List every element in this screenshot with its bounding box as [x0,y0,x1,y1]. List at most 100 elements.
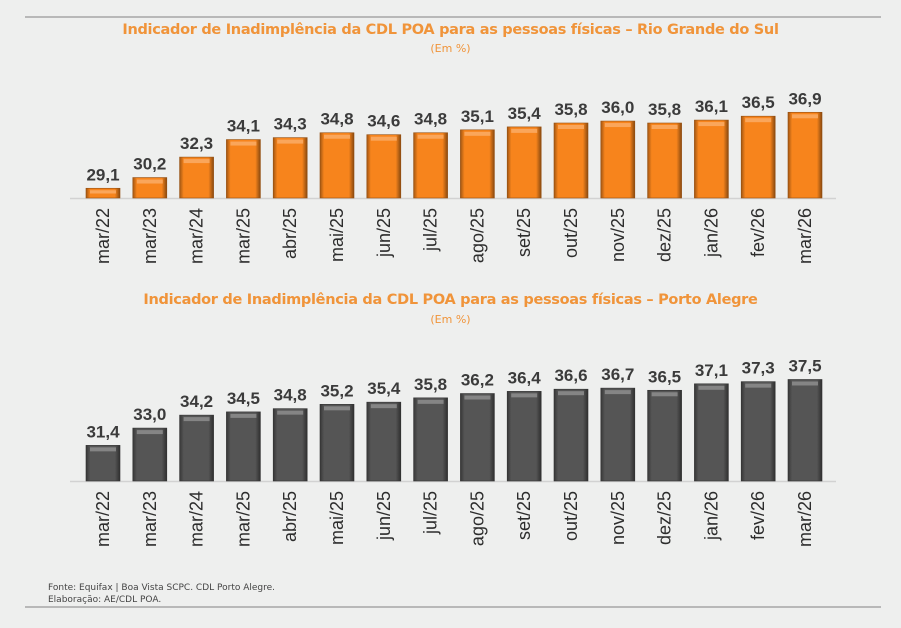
bar-fev-26 [740,115,776,199]
chart-title-poa: Indicador de Inadimplência da CDL POA pa… [143,292,758,308]
x-tick-label: fev/26 [748,491,768,540]
x-tick-label: mar/23 [140,208,160,264]
bar-dez-25 [647,389,682,482]
x-tick-label: jul/25 [421,491,441,535]
x-tick-label: dez/25 [655,491,675,545]
x-tick-label: ago/25 [467,208,487,263]
value-label: 36,6 [554,366,587,385]
value-label: 32,3 [180,134,213,153]
value-label: 36,5 [742,93,775,112]
x-tick-label: set/25 [514,208,534,257]
bar-jul-25 [413,132,448,199]
bar-jan-26 [694,383,729,482]
x-tick-label: fev/26 [748,208,768,257]
x-tick-label: out/25 [561,491,581,541]
source-note: Fonte: Equifax | Boa Vista SCPC. CDL Por… [48,583,276,593]
bar-ago-25 [460,129,495,199]
bar-jun-25 [366,401,402,482]
x-tick-label: jan/26 [701,491,721,541]
bar-nov-25 [600,387,636,482]
bar-dez-25 [647,122,682,199]
value-label: 36,7 [601,365,634,384]
bar-mai-25 [319,132,355,199]
chart-subtitle-poa: (Em %) [430,313,471,326]
bar-jan-26 [694,119,729,199]
value-label: 31,4 [86,422,120,441]
chart-subtitle-rs: (Em %) [430,42,471,55]
top-rule [25,16,881,18]
value-label: 36,9 [788,89,821,108]
value-label: 34,8 [274,386,307,405]
value-label: 35,1 [461,107,494,126]
value-label: 36,0 [601,98,634,117]
value-label: 35,4 [367,379,401,398]
bar-out-25 [553,122,589,199]
x-tick-label: mar/26 [795,208,815,264]
chart-title-rs: Indicador de Inadimplência da CDL POA pa… [122,22,779,38]
bar-mar-26 [787,111,823,199]
bar-mar-23 [132,177,168,199]
value-label: 37,1 [695,361,728,380]
bar-ago-25 [460,393,495,482]
x-tick-label: abr/25 [280,208,300,259]
x-tick-label: out/25 [561,208,581,258]
x-tick-label: ago/25 [467,491,487,546]
x-tick-label: set/25 [514,491,534,540]
bottom-rule [25,606,881,608]
bar-jun-25 [366,134,402,199]
value-label: 34,8 [414,110,447,129]
bar-fev-26 [740,381,776,482]
value-label: 37,3 [742,359,775,378]
bar-mar-22 [85,445,121,482]
x-tick-label: mar/22 [93,208,113,264]
x-tick-label: mar/25 [233,208,253,264]
value-label: 35,8 [554,100,587,119]
value-label: 29,1 [86,165,119,184]
x-tick-label: abr/25 [280,491,300,542]
x-tick-label: mai/25 [327,208,347,262]
value-label: 30,2 [133,155,166,174]
x-tick-label: nov/25 [608,491,628,545]
x-tick-label: mar/22 [93,491,113,547]
x-tick-label: mar/24 [187,491,207,547]
x-tick-label: mai/25 [327,491,347,545]
value-label: 35,2 [320,381,353,400]
x-tick-label: mar/24 [187,208,207,264]
value-label: 35,8 [414,375,447,394]
value-label: 34,3 [274,115,307,134]
value-label: 36,4 [508,368,542,387]
value-label: 36,5 [648,367,681,386]
value-label: 34,1 [227,117,260,136]
x-tick-label: mar/26 [795,491,815,547]
bar-set-25 [506,126,542,199]
value-label: 34,6 [367,112,400,131]
x-tick-label: jun/25 [374,491,394,541]
bar-mai-25 [319,404,355,482]
bar-out-25 [553,388,589,482]
x-tick-label: jul/25 [421,208,441,252]
value-label: 35,4 [508,104,542,123]
bar-mar-24 [179,414,214,482]
x-tick-label: dez/25 [655,208,675,262]
value-label: 36,2 [461,371,494,390]
bar-jul-25 [413,397,448,482]
x-tick-label: nov/25 [608,208,628,262]
value-label: 34,5 [227,389,260,408]
bar-mar-22 [85,187,121,199]
x-tick-label: mar/23 [140,491,160,547]
elaboration-note: Elaboração: AE/CDL POA. [48,595,162,605]
bar-mar-25 [226,411,261,482]
value-label: 34,8 [320,110,353,129]
bar-set-25 [506,391,542,482]
bar-chart-rio-grande-do-sul: 29,1 mar/22 30,2 mar/23 32,3 mar/24 34,1 mar/25… [70,89,836,264]
bar-mar-24 [179,156,214,199]
x-tick-label: jan/26 [701,208,721,258]
bar-mar-26 [787,379,823,482]
bar-chart-porto-alegre: 31,4 mar/22 33,0 mar/23 34,2 mar/24 34,5 mar/25… [70,356,836,547]
bar-abr-25 [272,408,308,482]
x-tick-label: mar/25 [233,491,253,547]
bar-nov-25 [600,120,636,199]
value-label: 36,1 [695,97,728,116]
value-label: 33,0 [133,405,166,424]
bar-abr-25 [272,137,308,199]
